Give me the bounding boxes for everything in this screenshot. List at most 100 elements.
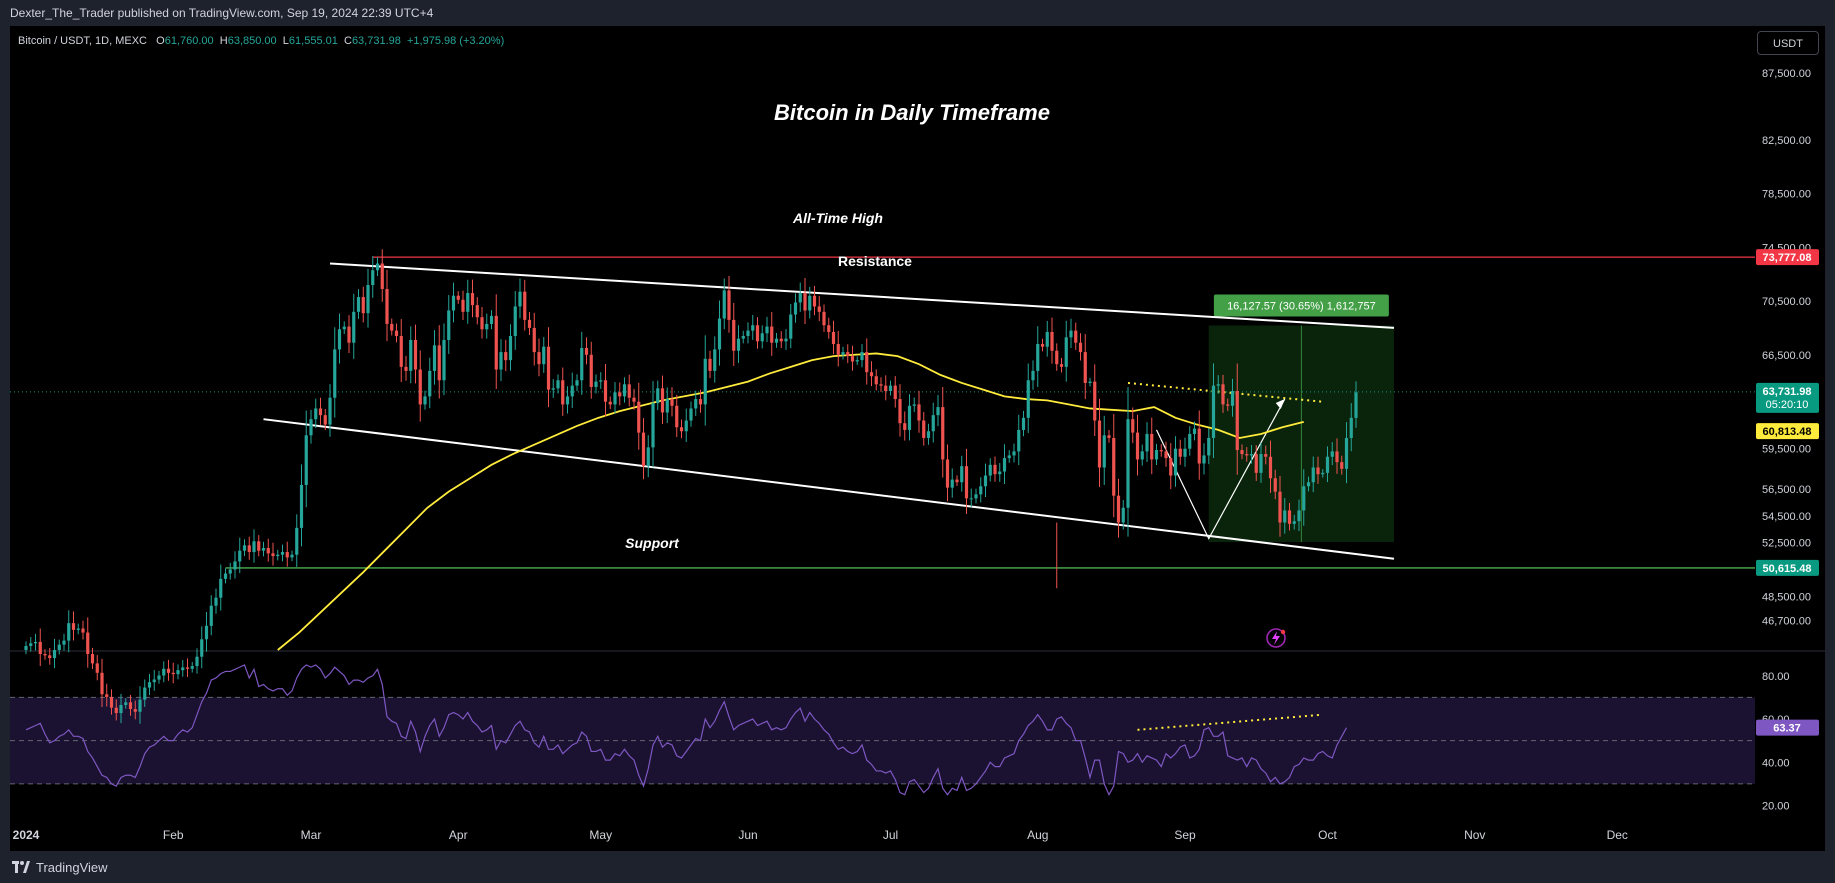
- candle-body: [95, 663, 99, 673]
- candle-body: [86, 632, 90, 655]
- candle-body: [1135, 432, 1140, 460]
- candle-body: [413, 340, 418, 370]
- price-chart[interactable]: 16,127.57 (30.65%) 1,612,757 Bitcoin in …: [0, 0, 1835, 851]
- footer-brand: TradingView: [36, 859, 108, 875]
- levels-layer: [10, 256, 1755, 569]
- candle-body: [323, 415, 327, 425]
- candle-body: [727, 290, 731, 320]
- price-tick-label: 82,500.00: [1762, 135, 1811, 147]
- candle-body: [105, 694, 109, 697]
- candle-body: [385, 289, 389, 324]
- candle-body: [366, 284, 370, 314]
- candle-body: [162, 668, 166, 676]
- candle-body: [128, 702, 133, 710]
- candle-body: [1169, 458, 1173, 476]
- currency-button[interactable]: USDT: [1757, 31, 1819, 55]
- candle-body: [703, 358, 707, 405]
- projection-layer: 16,127.57 (30.65%) 1,612,757: [1208, 294, 1394, 542]
- candle-body: [546, 346, 551, 390]
- candle-body: [1088, 381, 1092, 383]
- x-tick-label: Oct: [1318, 828, 1337, 842]
- candle-body: [52, 650, 57, 659]
- candle-body: [1112, 437, 1116, 496]
- candle-body: [371, 270, 375, 285]
- candle-body: [304, 435, 308, 485]
- candle-body: [613, 392, 617, 405]
- tradingview-logo[interactable]: TradingView: [12, 860, 108, 875]
- candle-body: [176, 670, 180, 675]
- x-tick-label: Mar: [301, 828, 322, 842]
- candle-body: [637, 401, 641, 433]
- candle-body: [736, 338, 741, 351]
- candle-body: [974, 494, 978, 499]
- candle-body: [912, 404, 916, 406]
- candle-body: [831, 331, 836, 345]
- measure-box: [1213, 294, 1389, 317]
- candle-body: [314, 408, 318, 420]
- price-tag-label: 73,777.08: [1763, 252, 1812, 264]
- lightning-icon-bolt: [1272, 631, 1280, 645]
- candle-body: [261, 548, 266, 551]
- candle-body: [584, 348, 589, 355]
- candle-body: [347, 326, 351, 343]
- candle-body: [1259, 454, 1263, 473]
- candle-body: [257, 541, 261, 551]
- lightning-icon-dot: [1280, 629, 1286, 635]
- candle-body: [903, 423, 907, 430]
- candle-body: [865, 352, 869, 373]
- candle-body: [746, 330, 750, 336]
- candle-body: [926, 431, 931, 438]
- candle-body: [670, 399, 674, 406]
- candle-body: [1074, 330, 1078, 343]
- candle-body: [694, 399, 698, 409]
- candle-body: [442, 340, 446, 381]
- candle-body: [850, 356, 855, 362]
- candle-body: [1007, 455, 1011, 459]
- candle-body: [1311, 467, 1315, 483]
- price-tag-label: 50,615.48: [1763, 563, 1812, 575]
- candle-body: [1040, 344, 1045, 347]
- candle-body: [846, 352, 850, 357]
- price-tick-label: 54,500.00: [1762, 511, 1811, 523]
- candle-body: [1045, 331, 1049, 347]
- candle-body: [523, 291, 527, 320]
- candle-body: [1126, 419, 1130, 508]
- candle-body: [337, 329, 342, 350]
- candle-body: [798, 293, 802, 303]
- candle-body: [242, 545, 247, 551]
- measure-label: 16,127.57 (30.65%) 1,612,757: [1227, 301, 1376, 313]
- candle-body: [352, 311, 356, 343]
- candle-body: [708, 358, 712, 371]
- price-tick-label: 59,500.00: [1762, 444, 1811, 456]
- candle-body: [765, 326, 769, 334]
- grid-layer: [10, 650, 1825, 785]
- candle-body: [907, 405, 912, 430]
- candle-body: [309, 419, 313, 436]
- candle-body: [1107, 435, 1111, 438]
- candle-body: [988, 464, 992, 476]
- candle-body: [556, 380, 560, 389]
- x-tick-label: Sep: [1174, 828, 1196, 842]
- candle-body: [67, 623, 71, 641]
- candle-body: [969, 498, 973, 500]
- rsi-tick-label: 20.00: [1762, 801, 1790, 813]
- x-tick-label: Nov: [1464, 828, 1485, 842]
- candle-body: [247, 545, 251, 553]
- price-tag-box: [1756, 382, 1819, 413]
- rsi-dotted-trend: [1137, 713, 1323, 731]
- candle-body: [1031, 370, 1035, 381]
- rsi-layer: [25, 664, 1348, 797]
- candle-body: [361, 297, 365, 314]
- candle-body: [841, 352, 845, 355]
- candle-body: [470, 293, 475, 306]
- rsi-tick-label: 80.00: [1762, 671, 1790, 683]
- candle-body: [1017, 429, 1021, 452]
- candle-body: [485, 323, 489, 330]
- candle-body: [1283, 510, 1287, 523]
- candle-body: [955, 479, 959, 483]
- candle-body: [1055, 350, 1059, 365]
- candle-body: [138, 699, 142, 712]
- candle-body: [1116, 495, 1121, 523]
- x-tick-label: May: [589, 828, 612, 842]
- close-label: C: [343, 35, 352, 47]
